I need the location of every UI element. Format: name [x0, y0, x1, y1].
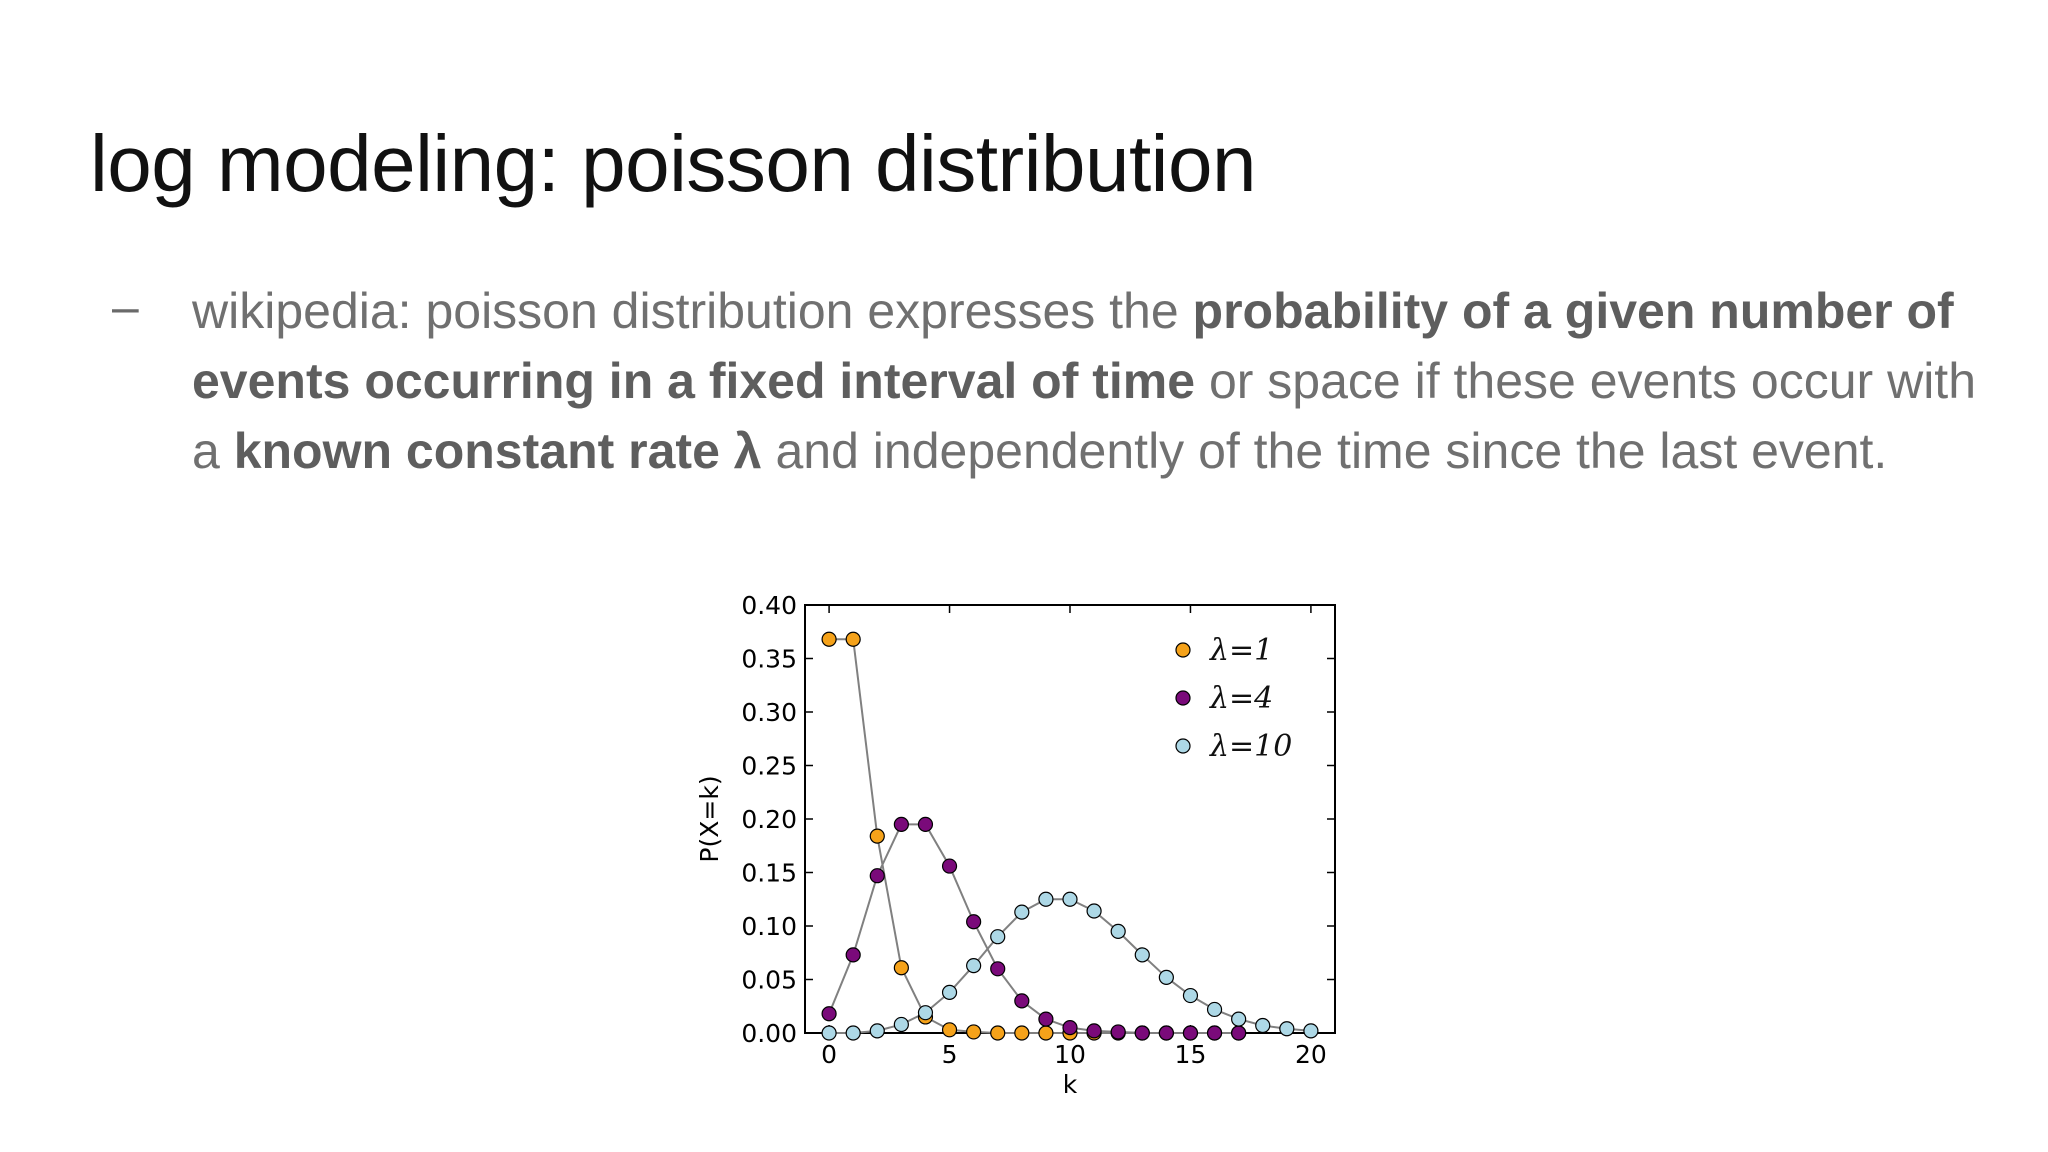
data-point	[941, 1022, 958, 1038]
data-point	[1014, 993, 1030, 1009]
bullet-dash: –	[112, 281, 139, 334]
poisson-chart: P(X=k) k 0.00 0.05 0.10 0.15 0.20 0.25 0.30 0.3…	[690, 580, 1360, 1110]
data-point	[821, 1025, 837, 1041]
legend-marker	[1175, 642, 1191, 658]
data-point	[966, 1024, 982, 1040]
data-point	[1038, 1011, 1054, 1027]
legend-label: λ=10	[1209, 729, 1292, 764]
data-point	[941, 984, 958, 1000]
data-point	[821, 1006, 837, 1022]
data-point	[845, 947, 861, 963]
data-point	[990, 929, 1006, 945]
data-point	[1086, 903, 1102, 919]
y-tick-label: 0.25	[741, 752, 797, 781]
y-tick-label: 0.30	[741, 698, 797, 727]
data-point	[990, 961, 1006, 977]
data-point	[1182, 987, 1199, 1004]
legend-marker	[1175, 738, 1191, 754]
data-point	[1038, 891, 1054, 907]
legend-label: λ=4	[1209, 681, 1273, 716]
plot-frame	[804, 604, 1336, 1034]
y-tick-label: 0.00	[741, 1019, 797, 1048]
y-tick-label: 0.40	[741, 591, 797, 620]
data-point	[1014, 1025, 1030, 1041]
x-tick-label: 20	[1295, 1040, 1327, 1069]
data-point	[869, 828, 885, 844]
data-point	[1134, 947, 1150, 963]
y-axis-label: P(X=k)	[695, 775, 724, 862]
data-point	[917, 816, 934, 832]
data-point	[990, 1025, 1006, 1041]
y-tick-label: 0.35	[741, 645, 797, 674]
bullet-part: or space if these events occur with a	[192, 353, 1976, 479]
data-point	[845, 631, 861, 647]
x-tick-label: 15	[1175, 1040, 1207, 1069]
data-point	[821, 631, 837, 647]
data-point	[1182, 1025, 1199, 1041]
bullet-part-bold: probability of a given number of events …	[192, 283, 1954, 409]
data-point	[1231, 1011, 1247, 1027]
data-point	[1110, 1024, 1126, 1040]
data-point	[1086, 1023, 1102, 1039]
data-point	[893, 816, 909, 832]
bullet-part: wikipedia: poisson distribution expresse…	[192, 283, 1193, 339]
x-tick-label: 0	[821, 1040, 837, 1069]
y-tick-label: 0.20	[741, 805, 797, 834]
data-point	[893, 960, 909, 976]
data-point	[1062, 891, 1078, 907]
bullet-part: and independently of the time since the …	[761, 423, 1888, 479]
x-tick-label: 5	[942, 1040, 958, 1069]
legend-label: λ=1	[1209, 633, 1273, 668]
data-point	[1062, 1020, 1078, 1036]
x-tick-label: 10	[1054, 1040, 1086, 1069]
data-point	[941, 858, 958, 874]
data-point	[869, 1023, 885, 1039]
y-tick-label: 0.10	[741, 912, 797, 941]
bullet-part-bold: known constant rate λ	[233, 423, 762, 479]
data-point	[845, 1025, 861, 1041]
bullet-text: wikipedia: poisson distribution expresse…	[192, 276, 1982, 486]
data-point	[869, 868, 885, 884]
slide-title: log modeling: poisson distribution	[90, 119, 1256, 208]
data-point	[1158, 969, 1174, 985]
data-point	[1255, 1017, 1271, 1034]
data-point	[1134, 1025, 1150, 1041]
y-tick-label: 0.15	[741, 859, 797, 888]
data-point	[966, 914, 982, 930]
data-point	[1158, 1025, 1174, 1041]
data-point	[1038, 1025, 1054, 1041]
y-tick-label: 0.05	[741, 966, 797, 995]
data-point	[1206, 1025, 1223, 1041]
data-point	[1206, 1001, 1223, 1018]
data-point	[893, 1016, 909, 1033]
x-axis-label: k	[1063, 1070, 1078, 1099]
legend-marker	[1175, 690, 1191, 706]
data-point	[1231, 1025, 1247, 1041]
data-point	[966, 957, 982, 974]
data-point	[1110, 923, 1126, 939]
data-point	[917, 1005, 934, 1021]
chart-svg: P(X=k) k 0.00 0.05 0.10 0.15 0.20 0.25 0.30 0.3…	[695, 591, 1336, 1099]
data-point	[1303, 1023, 1319, 1039]
data-point	[1279, 1021, 1295, 1037]
series-line	[828, 823, 1239, 1034]
data-point	[1014, 904, 1030, 920]
